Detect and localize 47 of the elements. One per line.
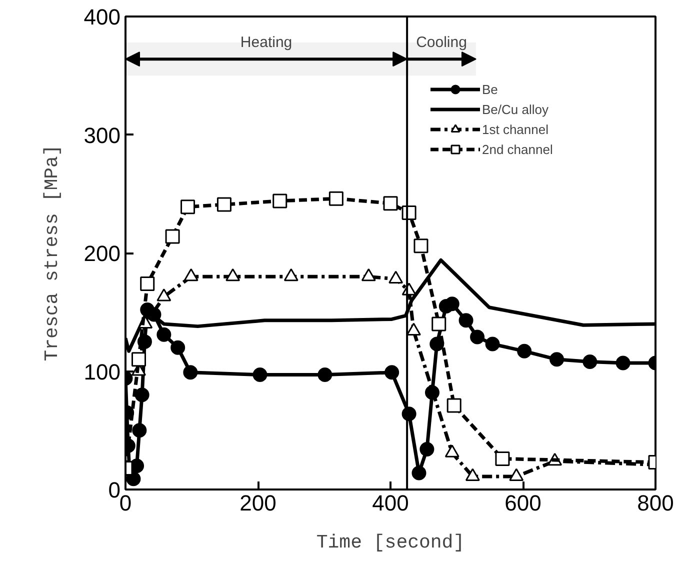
point — [430, 336, 444, 352]
point — [318, 368, 332, 382]
point — [420, 442, 434, 457]
point — [328, 191, 344, 206]
y-tick-label: 100 — [84, 359, 121, 384]
y-tick-label: 200 — [84, 241, 121, 266]
y-tick-label: 300 — [84, 122, 121, 148]
y-tick-label: 400 — [84, 4, 121, 30]
point — [384, 365, 400, 380]
point — [132, 423, 147, 438]
point — [485, 336, 500, 352]
point — [582, 354, 598, 370]
x-tick-label: 400 — [372, 490, 409, 516]
x-tick-label: 800 — [637, 490, 674, 516]
x-tick-label: 600 — [504, 490, 542, 516]
legend-label: 1st channel — [482, 122, 548, 136]
point — [550, 352, 564, 367]
point — [517, 344, 532, 358]
x-tick-label: 200 — [240, 490, 276, 516]
point — [495, 452, 510, 466]
point — [156, 327, 172, 342]
point — [444, 296, 460, 312]
point — [252, 368, 268, 382]
point — [446, 398, 462, 413]
point — [140, 276, 155, 291]
point — [132, 352, 146, 367]
point — [470, 330, 485, 344]
legend-label: Be — [482, 82, 499, 96]
point — [616, 356, 630, 370]
band-label: Cooling — [416, 34, 467, 52]
point — [183, 365, 198, 380]
point — [165, 229, 180, 244]
point — [432, 316, 446, 332]
legend-label: 2nd channel — [482, 142, 553, 156]
legend-label: Be/Cu alloy — [482, 102, 548, 116]
point — [272, 194, 288, 208]
point — [383, 196, 398, 211]
point — [412, 466, 426, 480]
y-axis-title: Tresca stress [MPa] — [40, 144, 63, 362]
point — [170, 340, 186, 355]
point — [134, 388, 150, 402]
band-label: Heating — [240, 34, 292, 52]
x-axis-title: Time [second] — [316, 532, 465, 554]
point — [180, 200, 196, 214]
point — [216, 197, 232, 212]
point — [414, 238, 428, 254]
point — [458, 313, 474, 328]
